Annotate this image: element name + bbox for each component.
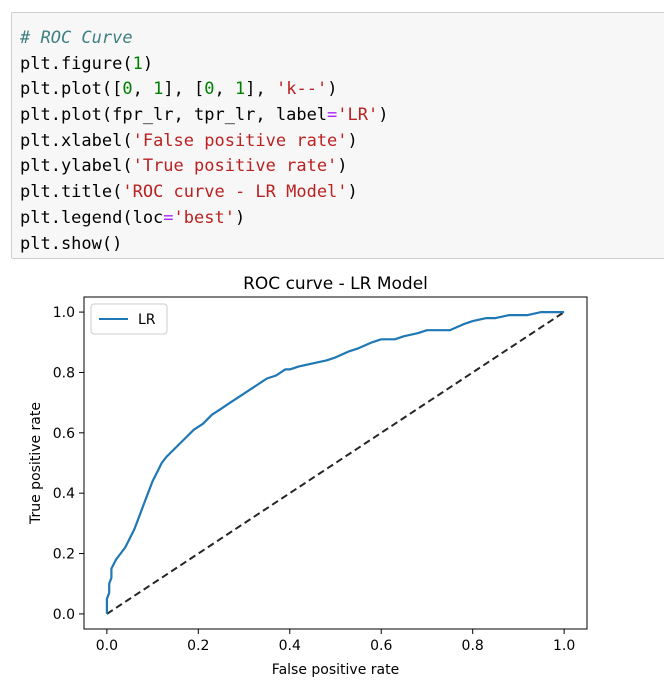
code-token: plt.title( [20,182,123,203]
y-tick-label: 0.8 [53,365,75,381]
code-cell[interactable]: # ROC Curve plt.figure(1) plt.plot([0, 1],… [11,12,664,259]
code-token: 'k--' [276,79,328,100]
roc-chart: 0.0 0.2 0.4 0.6 0.8 1.0 0.0 0.2 0.4 0.6 0.8 1.0 RO… [28,274,588,678]
code-token: ) [378,105,389,126]
code-token: 'ROC curve - LR Model' [122,182,348,203]
y-tick-label: 0.0 [53,607,75,623]
chart-title: ROC curve - LR Model [243,274,428,294]
x-tick-label: 0.6 [370,638,392,654]
code-line: plt.title('ROC curve - LR Model') [20,180,664,206]
code-token: 'False positive rate' [132,130,348,151]
x-axis-ticks: 0.0 0.2 0.4 0.6 0.8 1.0 [96,629,575,654]
code-token: plt.xlabel( [20,130,133,151]
y-tick-label: 0.6 [53,426,75,442]
code-token: 'True positive rate' [132,156,338,177]
output-area: 0.0 0.2 0.4 0.6 0.8 1.0 0.0 0.2 0.4 0.6 0.8 1.0 RO… [0,262,664,694]
y-axis-ticks: 0.0 0.2 0.4 0.6 0.8 1.0 [53,305,84,623]
x-axis-label: False positive rate [272,662,399,678]
x-tick-label: 0.0 [96,638,118,654]
series-line-diagonal [106,311,565,615]
code-token: 1 [235,79,246,100]
code-token: 1 [153,79,164,100]
y-tick-label: 0.2 [53,547,75,563]
code-line: plt.show() [20,232,664,258]
code-token: ], [245,79,276,100]
x-tick-label: 0.2 [187,638,209,654]
code-line: plt.legend(loc='best') [20,206,664,232]
x-tick-label: 0.4 [279,638,301,654]
y-axis-label: True positive rate [28,402,44,525]
code-token: plt.legend(loc [20,207,164,228]
code-line: plt.plot(fpr_lr, tpr_lr, label='LR') [20,103,664,129]
code-token: = [163,207,174,228]
code-token: ) [327,79,338,100]
code-token: 1 [132,53,143,74]
code-line: plt.ylabel('True positive rate') [20,154,664,180]
legend-box [90,303,168,335]
series-layer [105,310,565,615]
code-token: plt.plot(fpr_lr, tpr_lr, label [20,105,328,126]
code-token: ) [234,207,246,228]
code-line: plt.figure(1) [20,52,664,78]
code-token: plt.ylabel( [20,156,133,177]
legend-label-lr: LR [138,312,156,328]
code-token: ) [347,130,358,151]
code-token: plt.plot([ [20,79,123,100]
code-token: ], [ [163,79,205,100]
code-token: 0 [122,79,133,100]
code-token: ) [347,182,358,203]
code-line: plt.xlabel('False positive rate') [20,129,664,155]
y-tick-label: 0.4 [53,486,75,502]
code-line: # ROC Curve [20,26,664,52]
code-token: 'LR' [337,105,379,126]
x-tick-label: 1.0 [553,638,575,654]
legend: LR [90,303,168,335]
x-tick-label: 0.8 [462,638,484,654]
code-editor[interactable]: # ROC Curve plt.figure(1) plt.plot([0, 1],… [20,26,664,257]
code-token: plt.show() [20,233,123,254]
code-token: ) [142,53,154,74]
code-token: 'best' [173,207,235,228]
series-line-lr [105,310,565,614]
code-token: # ROC Curve [20,28,133,48]
code-token: ) [337,156,348,177]
code-token: , [132,79,154,100]
code-token: , [214,79,236,100]
code-token: plt.figure( [20,53,133,74]
y-tick-label: 1.0 [53,305,75,321]
code-line: plt.plot([0, 1], [0, 1], 'k--') [20,77,664,103]
code-token: = [327,105,338,126]
code-token: 0 [204,79,215,100]
